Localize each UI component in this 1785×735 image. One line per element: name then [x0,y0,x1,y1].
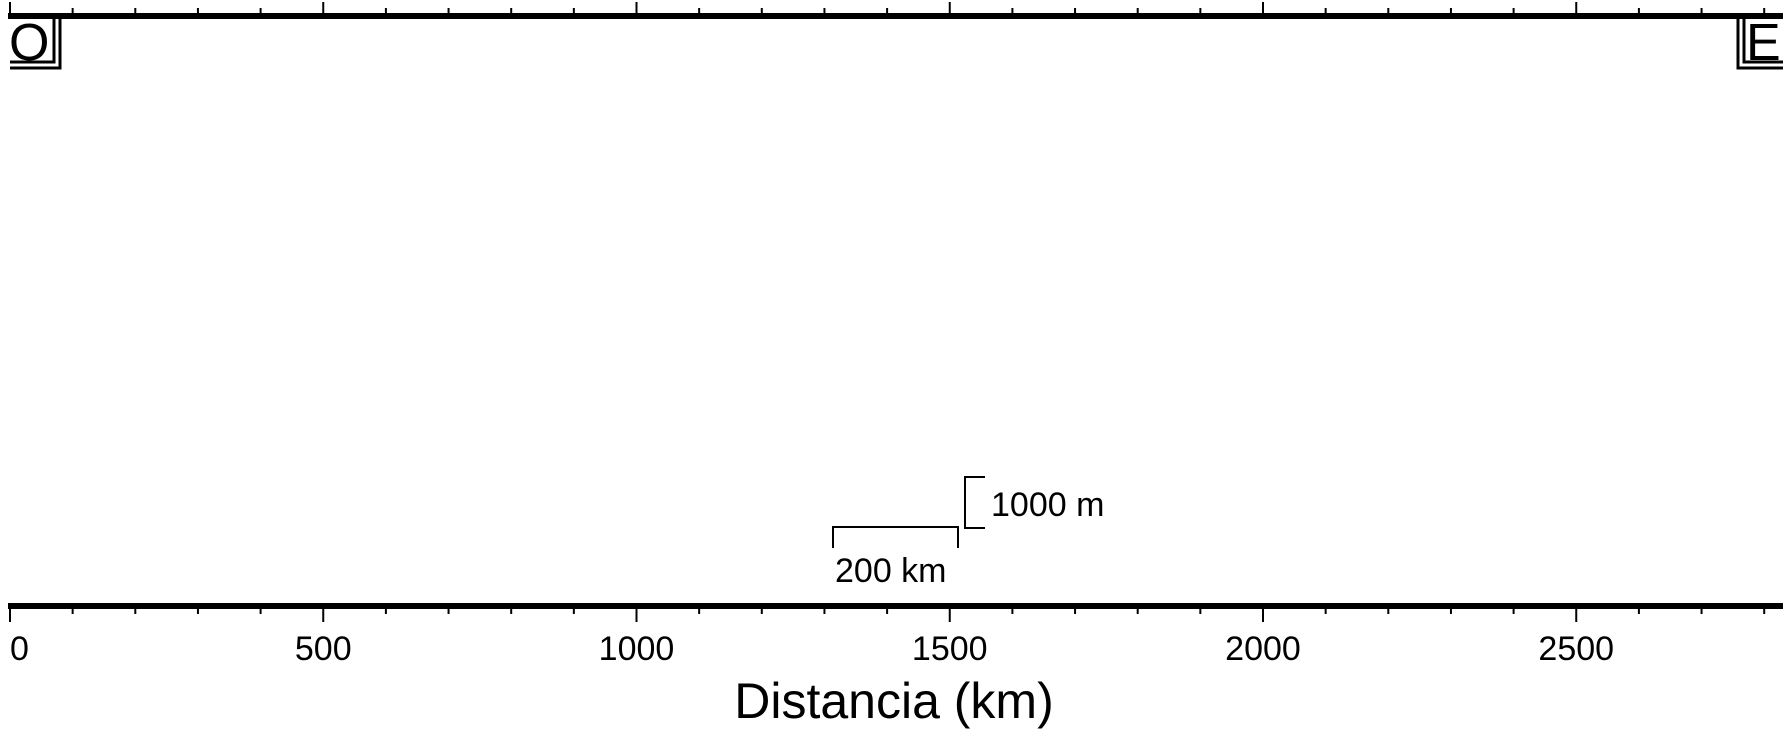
start-direction-box: O [9,14,62,72]
horizontal-scale-label: 200 km [835,552,947,590]
x-tick-label: 2000 [1225,630,1301,668]
x-axis-title: Distancia (km) [734,673,1053,729]
x-tick-label: 1500 [912,630,988,668]
x-tick-label: 0 [10,630,29,668]
top-ticks [9,2,1766,16]
vertical-scale-bar: 1000 m [964,476,1104,529]
end-direction-box: E [1736,14,1783,72]
vertical-scale-label: 1000 m [991,486,1104,524]
x-tick-labels: 0 500 1000 1500 2000 2500 [10,630,1614,668]
x-tick-label: 2500 [1538,630,1614,668]
bottom-ticks [9,606,1766,622]
x-tick-label: 500 [295,630,352,668]
horizontal-scale-bar: 200 km [832,526,959,590]
end-direction-label: E [1746,14,1781,72]
x-tick-label: 1000 [599,630,675,668]
start-direction-label: O [9,14,49,72]
